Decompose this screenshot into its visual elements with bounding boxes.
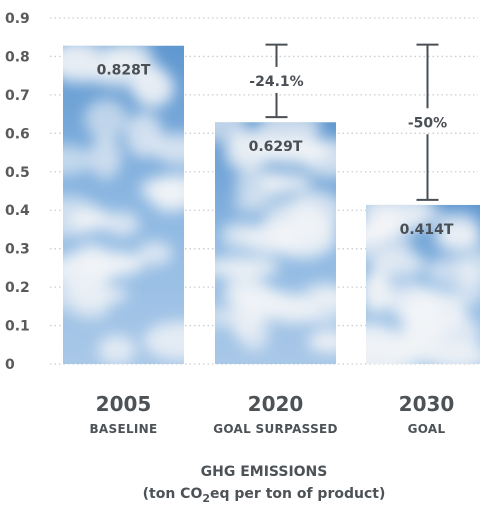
category-sublabel: GOAL SURPASSED bbox=[213, 422, 338, 436]
change-bracket: -50% bbox=[408, 43, 447, 201]
bar-value-label: 0.828T bbox=[97, 63, 151, 79]
cloud-texture bbox=[366, 204, 480, 364]
y-axis-ticks: 0 0.1 0.2 0.3 0.4 0.5 0.6 0.7 0.8 0.9 bbox=[5, 11, 30, 373]
bar-value-label: 0.414T bbox=[400, 222, 454, 238]
category-year-label: 2020 bbox=[248, 392, 304, 416]
axis-title: GHG EMISSIONS (ton CO2eq per ton of prod… bbox=[143, 464, 386, 505]
category-sublabel: GOAL bbox=[408, 422, 446, 436]
change-bracket: -24.1% bbox=[249, 43, 304, 119]
bar-2020 bbox=[215, 122, 336, 364]
bar-2005 bbox=[63, 45, 184, 365]
category-labels: 2005 BASELINE 2020 GOAL SURPASSED 2030 GOAL bbox=[89, 392, 454, 436]
y-tick-label: 0.5 bbox=[5, 165, 30, 181]
y-tick-label: 0.7 bbox=[5, 88, 30, 104]
y-tick-label: 0.3 bbox=[5, 242, 30, 258]
cloud-texture bbox=[215, 122, 336, 353]
category-sublabel: BASELINE bbox=[89, 422, 157, 436]
y-tick-label: 0.1 bbox=[5, 319, 30, 335]
bars bbox=[63, 45, 480, 365]
x-axis-subtitle: (ton CO2eq per ton of product) bbox=[143, 486, 386, 505]
y-tick-label: 0.6 bbox=[5, 126, 30, 142]
y-tick-label: 0.4 bbox=[5, 203, 30, 219]
y-tick-label: 0.2 bbox=[5, 280, 30, 296]
x-axis-title: GHG EMISSIONS bbox=[201, 464, 328, 480]
category-year-label: 2005 bbox=[96, 392, 152, 416]
cloud-texture bbox=[63, 45, 184, 365]
y-tick-label: 0 bbox=[5, 357, 15, 373]
value-labels: 0.828T 0.629T 0.414T bbox=[97, 63, 454, 238]
y-tick-label: 0.8 bbox=[5, 49, 30, 65]
change-percent-label: -50% bbox=[408, 115, 447, 131]
bar-2030 bbox=[366, 204, 480, 364]
category-year-label: 2030 bbox=[399, 392, 455, 416]
change-annotations: -24.1% -50% bbox=[249, 43, 447, 201]
y-tick-label: 0.9 bbox=[5, 11, 30, 27]
bar-value-label: 0.629T bbox=[249, 139, 303, 155]
change-percent-label: -24.1% bbox=[249, 74, 303, 90]
